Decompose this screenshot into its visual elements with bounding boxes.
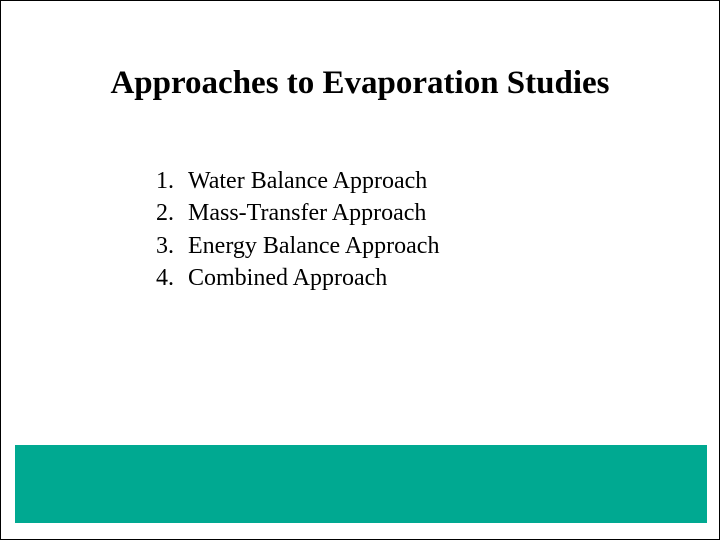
- footer-bar: [15, 445, 707, 523]
- list-item: 4. Combined Approach: [146, 262, 439, 294]
- list-text: Energy Balance Approach: [182, 230, 439, 262]
- list-text: Water Balance Approach: [182, 165, 427, 197]
- list-item: 1. Water Balance Approach: [146, 165, 439, 197]
- list-number: 4.: [146, 262, 182, 294]
- list-text: Combined Approach: [182, 262, 387, 294]
- list-item: 2. Mass-Transfer Approach: [146, 197, 439, 229]
- approach-list: 1. Water Balance Approach 2. Mass-Transf…: [146, 165, 439, 295]
- list-text: Mass-Transfer Approach: [182, 197, 426, 229]
- slide-container: Approaches to Evaporation Studies 1. Wat…: [0, 0, 720, 540]
- list-number: 2.: [146, 197, 182, 229]
- list-item: 3. Energy Balance Approach: [146, 230, 439, 262]
- slide-title: Approaches to Evaporation Studies: [1, 65, 719, 102]
- list-number: 1.: [146, 165, 182, 197]
- list-number: 3.: [146, 230, 182, 262]
